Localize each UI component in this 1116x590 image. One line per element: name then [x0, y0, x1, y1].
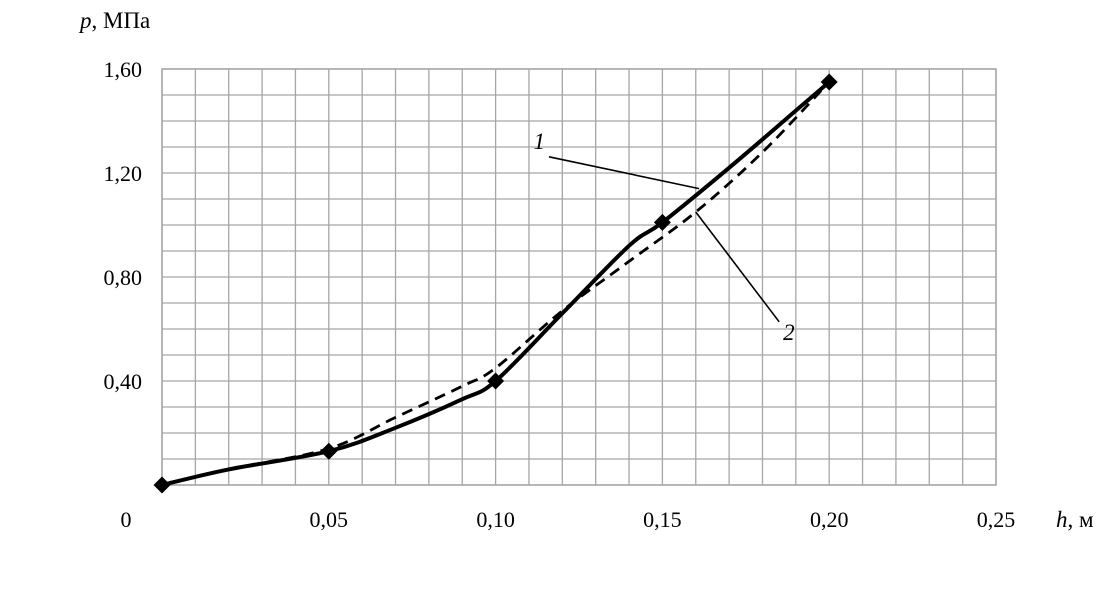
- x-tick-label: 0,20: [810, 507, 849, 532]
- series-line-2: [161, 81, 831, 487]
- annotation-label-1: 1: [533, 129, 545, 154]
- y-tick-label: 0,80: [104, 265, 143, 290]
- series-marker-1: [653, 213, 671, 231]
- y-tick-label: 1,20: [104, 161, 143, 186]
- x-tick-label: 0,15: [643, 507, 682, 532]
- x-tick-label: 0,05: [310, 507, 349, 532]
- y-axis-label: p, МПа: [78, 8, 150, 33]
- origin-label: 0: [121, 507, 132, 532]
- x-axis-variable: h: [1056, 507, 1068, 532]
- x-tick-labels: 0,05 0,10 0,15 0,20 0,25: [310, 507, 1016, 532]
- y-tick-label: 0,40: [104, 369, 143, 394]
- x-tick-label: 0,10: [476, 507, 515, 532]
- series-marker-1: [487, 372, 505, 390]
- y-tick-label: 1,60: [104, 57, 143, 82]
- x-axis-unit: , м: [1068, 507, 1095, 532]
- annotation-label-2: 2: [783, 320, 795, 345]
- grid: [161, 68, 997, 486]
- y-axis-unit: , МПа: [92, 8, 151, 33]
- annotation-leader-1: [548, 156, 700, 190]
- plot-frame: [161, 68, 997, 486]
- x-tick-label: 0,25: [977, 507, 1016, 532]
- series-marker-1: [153, 476, 171, 494]
- series-lines: [160, 80, 832, 487]
- series-line-1: [160, 80, 832, 487]
- annotation-leader-2: [695, 211, 780, 323]
- x-axis-label: h, м: [1056, 507, 1094, 532]
- series-marker-1: [320, 442, 338, 460]
- series-markers: [153, 73, 838, 494]
- annotations: 12: [533, 129, 794, 345]
- y-axis-variable: p: [78, 8, 92, 33]
- y-tick-labels: 0,40 0,80 1,20 1,60: [104, 57, 143, 394]
- series-marker-1: [820, 73, 838, 91]
